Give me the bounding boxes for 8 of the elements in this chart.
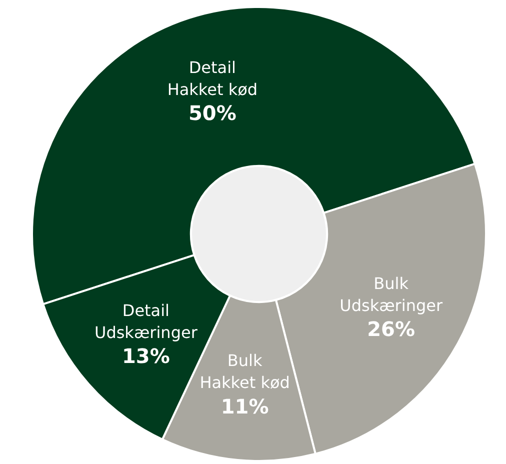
slice-label: Bulk Udskæringer xyxy=(340,274,443,315)
data-label: 50% xyxy=(188,100,236,125)
slice-label: Bulk Hakket kød xyxy=(200,351,290,392)
data-label: 13% xyxy=(122,344,170,368)
data-label: 11% xyxy=(220,394,269,418)
slice-label: Detail Hakket kød xyxy=(167,58,258,99)
slice-label: Detail Udskæringer xyxy=(94,300,198,342)
data-label: 26% xyxy=(367,316,416,341)
